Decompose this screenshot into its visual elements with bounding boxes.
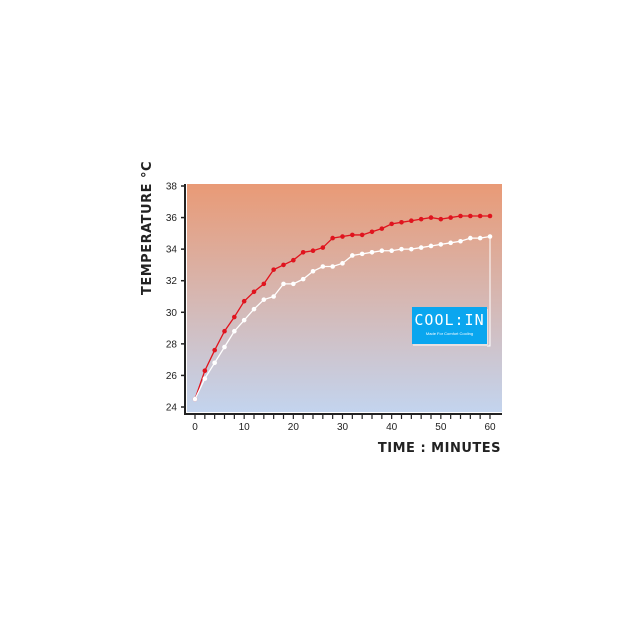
series-1-point <box>192 396 198 402</box>
x-tick-label: 50 <box>435 422 447 433</box>
series-1-point <box>300 276 306 282</box>
series-0-point <box>251 289 257 295</box>
series-1-point <box>418 245 424 250</box>
series-1-point <box>310 268 316 274</box>
x-tick-label: 10 <box>239 422 251 433</box>
series-1-point <box>438 242 444 247</box>
series-1-point <box>271 294 276 299</box>
series-0-point <box>241 298 247 304</box>
plot-background <box>187 184 502 412</box>
series-0-point <box>340 234 345 239</box>
series-0-point <box>232 314 237 320</box>
x-tick-label: 60 <box>484 422 496 433</box>
series-1-point <box>458 238 463 244</box>
series-1-point <box>399 246 404 252</box>
coolin-logo: COOL:IN Made For Comfort Cooling <box>412 307 487 344</box>
series-0-point <box>320 245 326 250</box>
logo-brand: COOL:IN <box>414 311 485 329</box>
series-0-point <box>350 232 355 238</box>
y-tick-label: 24 <box>166 403 178 414</box>
series-0-point <box>389 221 394 227</box>
series-1-point <box>222 344 227 350</box>
x-tick-label: 20 <box>288 422 300 433</box>
series-1-point <box>291 281 296 287</box>
series-1-point <box>369 250 375 255</box>
y-tick-label: 28 <box>166 339 178 350</box>
series-1-point <box>487 234 493 239</box>
series-0-point <box>409 218 414 224</box>
series-0-point <box>271 267 276 272</box>
series-0-point <box>291 257 296 263</box>
series-1-point <box>409 246 414 252</box>
series-0-point <box>359 232 365 238</box>
x-tick-label: 30 <box>337 422 349 433</box>
series-0-point <box>487 213 493 219</box>
series-0-point <box>428 215 434 220</box>
series-1-point <box>330 264 335 269</box>
series-1-point <box>202 376 208 381</box>
series-0-point <box>379 226 385 231</box>
series-0-point <box>458 213 463 219</box>
series-1-point <box>281 281 286 287</box>
series-0-point <box>438 216 444 222</box>
series-1-point <box>379 248 385 254</box>
series-0-point <box>369 229 375 235</box>
series-1-point <box>389 248 394 254</box>
series-1-point <box>261 297 267 302</box>
x-tick-label: 40 <box>386 422 398 433</box>
series-1-point <box>232 328 237 334</box>
y-tick-label: 30 <box>166 308 178 319</box>
series-0-point <box>222 328 227 334</box>
series-0-point <box>330 235 335 241</box>
y-tick-label: 36 <box>166 213 178 224</box>
series-0-point <box>202 368 208 373</box>
series-0-point <box>477 213 483 219</box>
series-0-point <box>212 347 217 353</box>
series-0-point <box>399 220 404 225</box>
series-0-point <box>300 250 306 255</box>
series-1-point <box>340 261 345 266</box>
series-1-point <box>359 251 365 257</box>
series-1-point <box>350 253 355 258</box>
logo-connector-line <box>487 236 491 347</box>
x-tick-label: 0 <box>192 422 198 433</box>
series-0-point <box>261 281 267 287</box>
y-tick-label: 38 <box>166 182 178 193</box>
x-axis-label: TIME : MINUTES <box>378 441 501 456</box>
series-1-point <box>448 240 453 246</box>
series-0-point <box>281 262 286 268</box>
series-1-point <box>468 235 473 241</box>
series-0-point <box>310 248 316 254</box>
series-1-point <box>320 264 326 269</box>
series-1-point <box>251 306 257 312</box>
series-0-point <box>468 213 473 219</box>
series-1-point <box>212 360 217 366</box>
y-tick-label: 32 <box>166 276 178 287</box>
series-0-point <box>448 215 453 220</box>
logo-tagline: Made For Comfort Cooling <box>425 331 474 336</box>
series-1-point <box>428 243 434 249</box>
series-1-point <box>241 317 247 323</box>
y-tick-label: 26 <box>166 371 178 382</box>
y-tick-label: 34 <box>166 245 178 256</box>
series-1-point <box>477 235 483 241</box>
series-0-point <box>418 216 424 222</box>
y-axis-label: TEMPERATURE °C <box>140 161 155 295</box>
